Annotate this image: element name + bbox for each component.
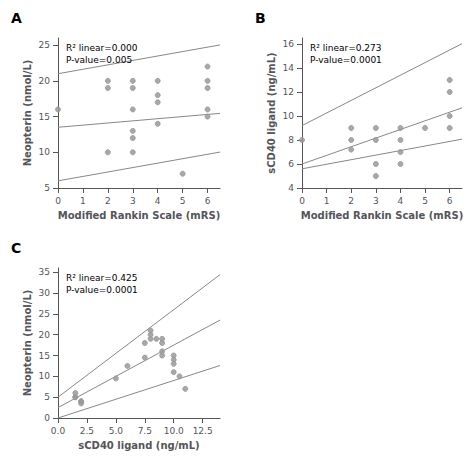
- svg-text:16: 16: [283, 39, 295, 49]
- svg-text:5: 5: [180, 196, 186, 206]
- svg-text:sCD40 ligand (ng/mL): sCD40 ligand (ng/mL): [78, 440, 199, 451]
- svg-text:6: 6: [205, 196, 211, 206]
- svg-text:8: 8: [288, 135, 294, 145]
- svg-text:6: 6: [447, 196, 453, 206]
- svg-text:Modified Rankin Scale (mRS): Modified Rankin Scale (mRS): [58, 210, 221, 221]
- svg-text:R² linear=0.000: R² linear=0.000: [66, 43, 138, 53]
- svg-text:4: 4: [398, 196, 404, 206]
- svg-text:3: 3: [373, 196, 379, 206]
- svg-text:B: B: [255, 10, 266, 26]
- svg-text:35: 35: [39, 267, 50, 277]
- svg-text:sCD40 ligand (ng/mL): sCD40 ligand (ng/mL): [266, 52, 277, 173]
- svg-text:2: 2: [105, 196, 111, 206]
- svg-text:5: 5: [44, 183, 50, 193]
- svg-text:R² linear=0.273: R² linear=0.273: [310, 43, 382, 53]
- svg-text:1: 1: [80, 196, 86, 206]
- svg-text:20: 20: [39, 76, 51, 86]
- svg-text:R² linear=0.425: R² linear=0.425: [66, 273, 138, 283]
- svg-text:P-value=0.0001: P-value=0.0001: [310, 55, 382, 65]
- svg-text:0: 0: [299, 196, 305, 206]
- svg-text:1: 1: [324, 196, 330, 206]
- svg-text:12.5: 12.5: [193, 426, 213, 436]
- svg-text:7.5: 7.5: [138, 426, 152, 436]
- svg-text:25: 25: [39, 309, 50, 319]
- svg-text:30: 30: [39, 288, 51, 298]
- svg-text:15: 15: [39, 351, 50, 361]
- svg-text:5.0: 5.0: [109, 426, 124, 436]
- svg-text:0.0: 0.0: [51, 426, 66, 436]
- svg-text:10.0: 10.0: [164, 426, 184, 436]
- svg-text:P-value=0.0001: P-value=0.0001: [66, 285, 138, 295]
- svg-text:P-value=0.005: P-value=0.005: [66, 55, 132, 65]
- svg-text:10: 10: [283, 111, 295, 121]
- svg-text:0: 0: [44, 413, 50, 423]
- svg-text:25: 25: [39, 40, 50, 50]
- svg-text:2: 2: [348, 196, 354, 206]
- svg-text:A: A: [11, 10, 22, 26]
- svg-text:15: 15: [39, 112, 50, 122]
- svg-text:Modified Rankin Scale (mRS): Modified Rankin Scale (mRS): [301, 210, 464, 221]
- svg-text:5: 5: [44, 392, 50, 402]
- svg-text:6: 6: [288, 159, 294, 169]
- svg-text:4: 4: [155, 196, 161, 206]
- svg-text:10: 10: [39, 147, 51, 157]
- svg-text:5: 5: [422, 196, 428, 206]
- svg-text:20: 20: [39, 330, 51, 340]
- svg-text:Neopterin (nmol/L): Neopterin (nmol/L): [22, 60, 33, 167]
- svg-text:14: 14: [283, 63, 295, 73]
- svg-text:12: 12: [283, 87, 294, 97]
- svg-text:0: 0: [55, 196, 61, 206]
- svg-text:2.5: 2.5: [80, 426, 94, 436]
- svg-text:4: 4: [288, 183, 294, 193]
- svg-text:10: 10: [39, 371, 51, 381]
- svg-text:Neopterin (nmol/L): Neopterin (nmol/L): [22, 290, 33, 397]
- svg-text:C: C: [11, 240, 21, 256]
- svg-text:3: 3: [130, 196, 136, 206]
